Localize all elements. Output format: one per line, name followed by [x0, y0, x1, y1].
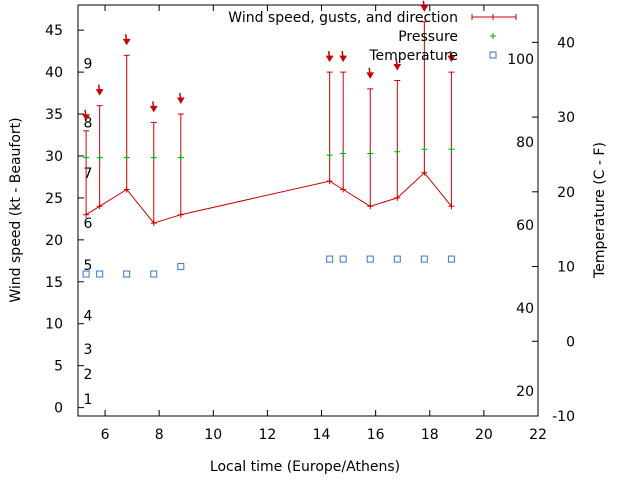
y-tick-label: 5 [54, 359, 63, 375]
wind-direction-arrowhead [82, 114, 91, 121]
temperature-point [96, 270, 104, 278]
x-tick-label: 12 [258, 427, 276, 443]
wind-point [448, 203, 455, 210]
legend-label-temperature: Temperature [368, 48, 458, 64]
wind-point [177, 211, 184, 218]
y2-fahrenheit-label: 80 [516, 135, 534, 151]
x-tick-label: 22 [529, 427, 547, 443]
y-tick-label: 10 [45, 317, 63, 333]
y-tick-label: 40 [45, 65, 63, 81]
temperature-point [177, 263, 185, 271]
wind-point [394, 194, 401, 201]
x-axis-label: Local time (Europe/Athens) [210, 459, 400, 475]
beaufort-label: 8 [84, 115, 93, 131]
pressure-point [340, 150, 347, 157]
x-tick-label: 8 [155, 427, 164, 443]
wind-point [326, 178, 333, 185]
pressure-point [177, 154, 184, 161]
temperature-point [393, 255, 401, 263]
y2-fahrenheit-label: 40 [516, 301, 534, 317]
beaufort-label: 6 [84, 216, 93, 232]
beaufort-label: 5 [84, 258, 93, 274]
temperature-point [339, 255, 347, 263]
temperature-point [150, 270, 158, 278]
x-tick-label: 6 [101, 427, 110, 443]
legend-swatch-pressure [490, 33, 496, 39]
wind-direction-arrowhead [176, 97, 185, 105]
plot-data [82, 0, 456, 278]
legend-swatch-temperature [489, 51, 497, 59]
pressure-point [96, 154, 103, 161]
y-tick-label: 20 [45, 233, 63, 249]
y-tick-label: 15 [45, 275, 63, 291]
y2-celsius-label: 30 [557, 110, 575, 126]
wind-direction-arrowhead [149, 105, 158, 113]
y-tick-label: 45 [45, 23, 63, 39]
pressure-point [394, 148, 401, 155]
wind-point [96, 203, 103, 210]
wind-direction-arrowhead [447, 55, 456, 63]
wind-point [367, 203, 374, 210]
pressure-point [150, 154, 157, 161]
beaufort-label: 7 [84, 166, 93, 182]
y-tick-label: 0 [54, 401, 63, 417]
y2-axis-label: Temperature (C - F) [592, 142, 608, 279]
wind-direction-arrowhead [366, 72, 375, 79]
beaufort-label: 9 [84, 57, 93, 73]
wind-direction-arrowhead [393, 63, 402, 71]
wind-direction-arrowhead [122, 38, 131, 46]
legend: Wind speed, gusts, and direction Pressur… [228, 10, 517, 64]
y-tick-label: 30 [45, 149, 63, 165]
temperature-point [82, 270, 90, 278]
x-tick-label: 14 [313, 427, 331, 443]
beaufort-label: 3 [84, 342, 93, 358]
x-tick-label: 16 [367, 427, 385, 443]
temperature-point [366, 255, 374, 263]
wind-direction-arrowhead [339, 55, 348, 63]
wind-point [340, 186, 347, 193]
temperature-point [447, 255, 455, 263]
temperature-point [326, 255, 334, 263]
pressure-point [367, 150, 374, 157]
y2-celsius-label: -10 [552, 409, 575, 425]
plot-frame [77, 4, 539, 417]
wind-point [83, 211, 90, 218]
temperature-point [420, 255, 428, 263]
wind-point [123, 186, 130, 193]
pressure-point [421, 146, 428, 153]
pressure-point [123, 154, 130, 161]
pressure-point [326, 152, 333, 159]
wind-direction-arrowhead [420, 5, 429, 12]
wind-point [421, 169, 428, 176]
legend-swatch-wind-point [490, 14, 496, 20]
x-tick-label: 18 [421, 427, 439, 443]
y-tick-label: 35 [45, 107, 63, 123]
y2-celsius-label: 10 [557, 260, 575, 276]
legend-label-pressure: Pressure [398, 29, 458, 45]
pressure-point [83, 154, 90, 161]
x-tick-label: 10 [204, 427, 222, 443]
y2-fahrenheit-label: 20 [516, 384, 534, 400]
temperature-point [123, 270, 131, 278]
y2-celsius-label: 40 [557, 35, 575, 51]
y-axis-label: Wind speed (kt - Beaufort) [8, 117, 24, 302]
beaufort-label: 2 [84, 367, 93, 383]
y2-fahrenheit-label: 60 [516, 218, 534, 234]
y2-celsius-label: 20 [557, 185, 575, 201]
y2-fahrenheit-label: 100 [507, 52, 534, 68]
wind-direction-arrowhead [325, 55, 334, 63]
y2-celsius-label: 0 [566, 334, 575, 350]
pressure-point [448, 146, 455, 153]
wind-direction-arrowhead [95, 89, 104, 96]
beaufort-label: 1 [84, 392, 93, 408]
x-tick-label: 20 [475, 427, 493, 443]
y-tick-label: 25 [45, 191, 63, 207]
legend-label-wind: Wind speed, gusts, and direction [228, 10, 458, 26]
beaufort-label: 4 [84, 308, 93, 324]
wind-point [150, 220, 157, 227]
